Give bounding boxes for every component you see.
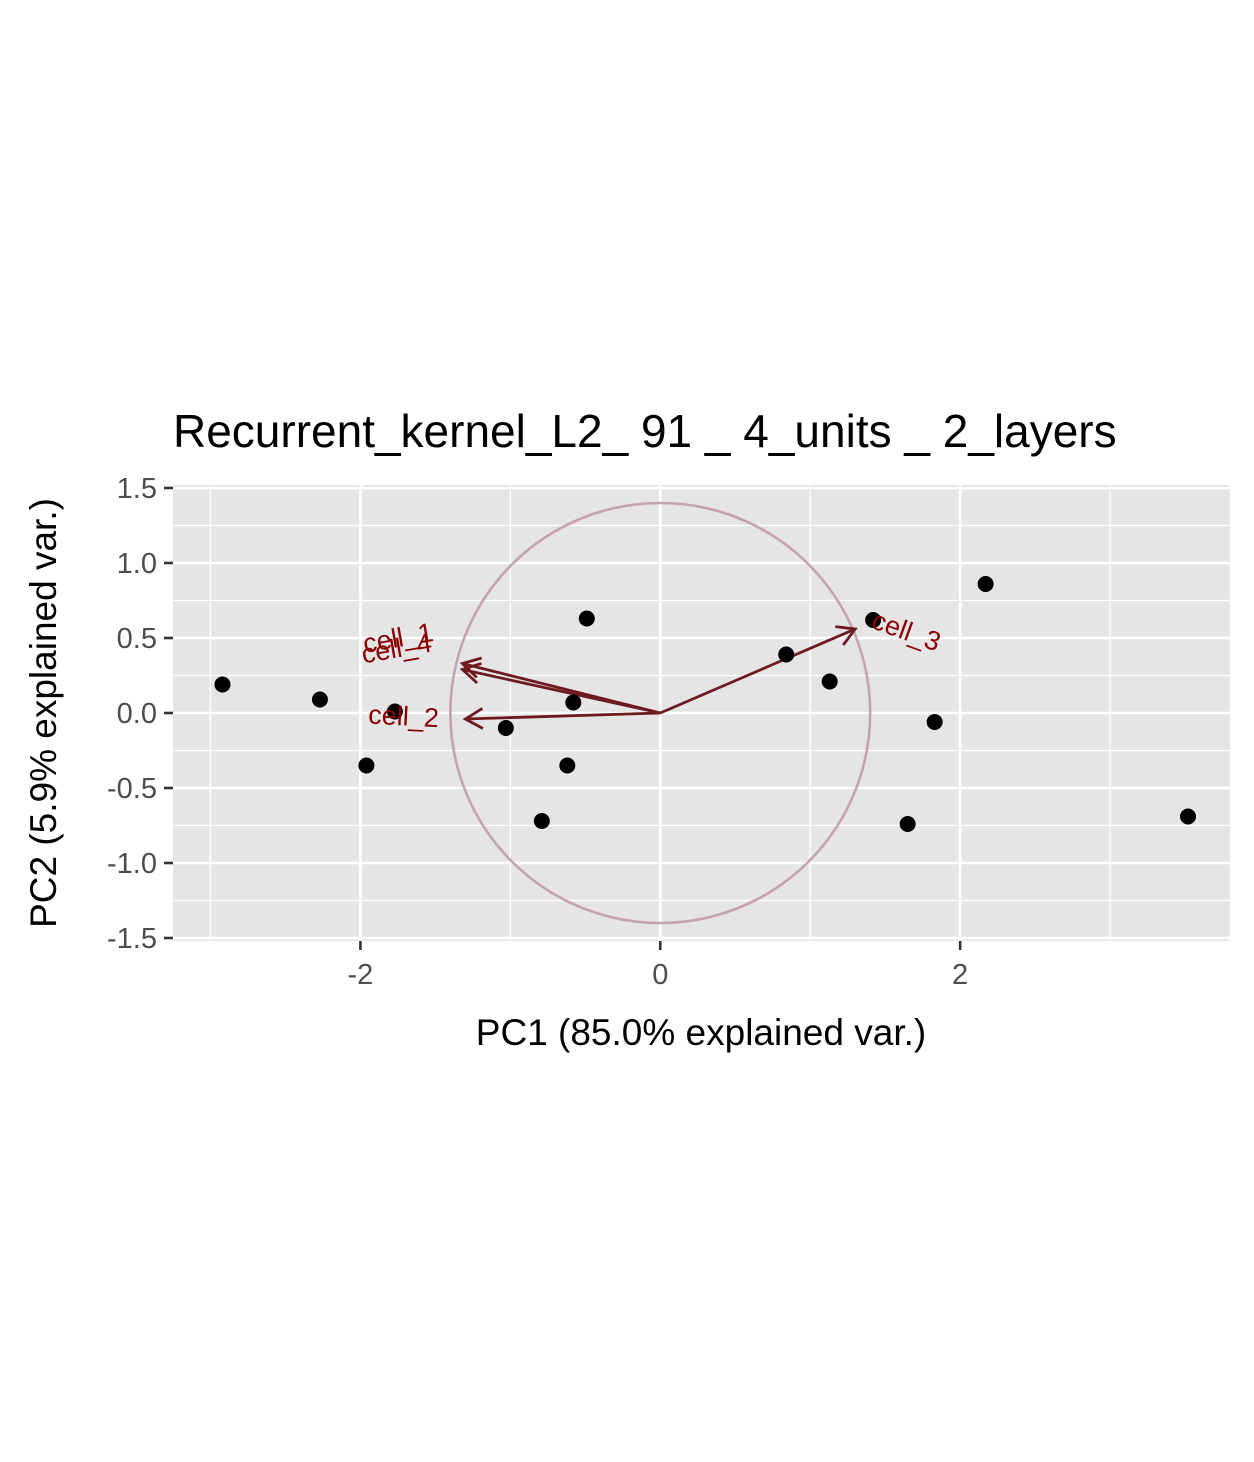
arrowhead-cell_4	[459, 662, 482, 685]
y-tick-label: -1.5	[107, 923, 157, 955]
data-point	[821, 673, 838, 690]
data-point	[565, 694, 582, 711]
y-tick-label: 1.0	[117, 548, 157, 580]
y-tick-label: 1.5	[117, 473, 157, 505]
arrow-cell_3	[659, 627, 856, 715]
correlation-circle	[449, 501, 872, 925]
arrow-cell_4	[462, 668, 661, 715]
y-tick-label: 0.5	[117, 623, 157, 655]
data-point	[386, 703, 403, 720]
data-point	[559, 757, 576, 774]
data-point	[778, 646, 795, 663]
x-tick-label: -2	[348, 959, 374, 991]
arrowhead-cell_3	[835, 625, 858, 646]
major-gridlines	[173, 485, 1230, 941]
arrowhead-cell_2	[462, 707, 484, 730]
arrow-cell_2	[465, 711, 661, 721]
variable-arrows	[459, 625, 858, 730]
y-tick-label: 0.0	[117, 698, 157, 730]
data-point	[497, 720, 514, 736]
data-point	[533, 813, 550, 829]
data-points	[214, 576, 1197, 832]
chart-title: Recurrent_kernel_L2_ 91 _ 4_units _ 2_la…	[173, 405, 1117, 457]
data-point	[311, 691, 328, 708]
x-tick-label: 2	[952, 959, 968, 991]
x-axis-title: PC1 (85.0% explained var.)	[476, 1012, 926, 1053]
data-point	[214, 676, 231, 693]
data-point	[977, 576, 994, 592]
y-tick-label: -1.0	[107, 848, 157, 880]
data-point	[358, 757, 375, 774]
x-axis: -2 0 2	[348, 941, 968, 991]
data-point	[926, 714, 943, 730]
data-point	[578, 610, 595, 627]
data-point	[899, 816, 916, 832]
data-point	[1180, 808, 1197, 825]
x-tick-label: 0	[652, 959, 668, 991]
data-point	[865, 612, 882, 628]
y-axis-title: PC2 (5.9% explained var.)	[23, 498, 64, 928]
y-axis: -1.5 -1.0 -0.5 0.0 0.5 1.0 1.5	[107, 473, 173, 955]
y-tick-label: -0.5	[107, 773, 157, 805]
arrow-label-cell_2: cell_2	[368, 700, 440, 734]
